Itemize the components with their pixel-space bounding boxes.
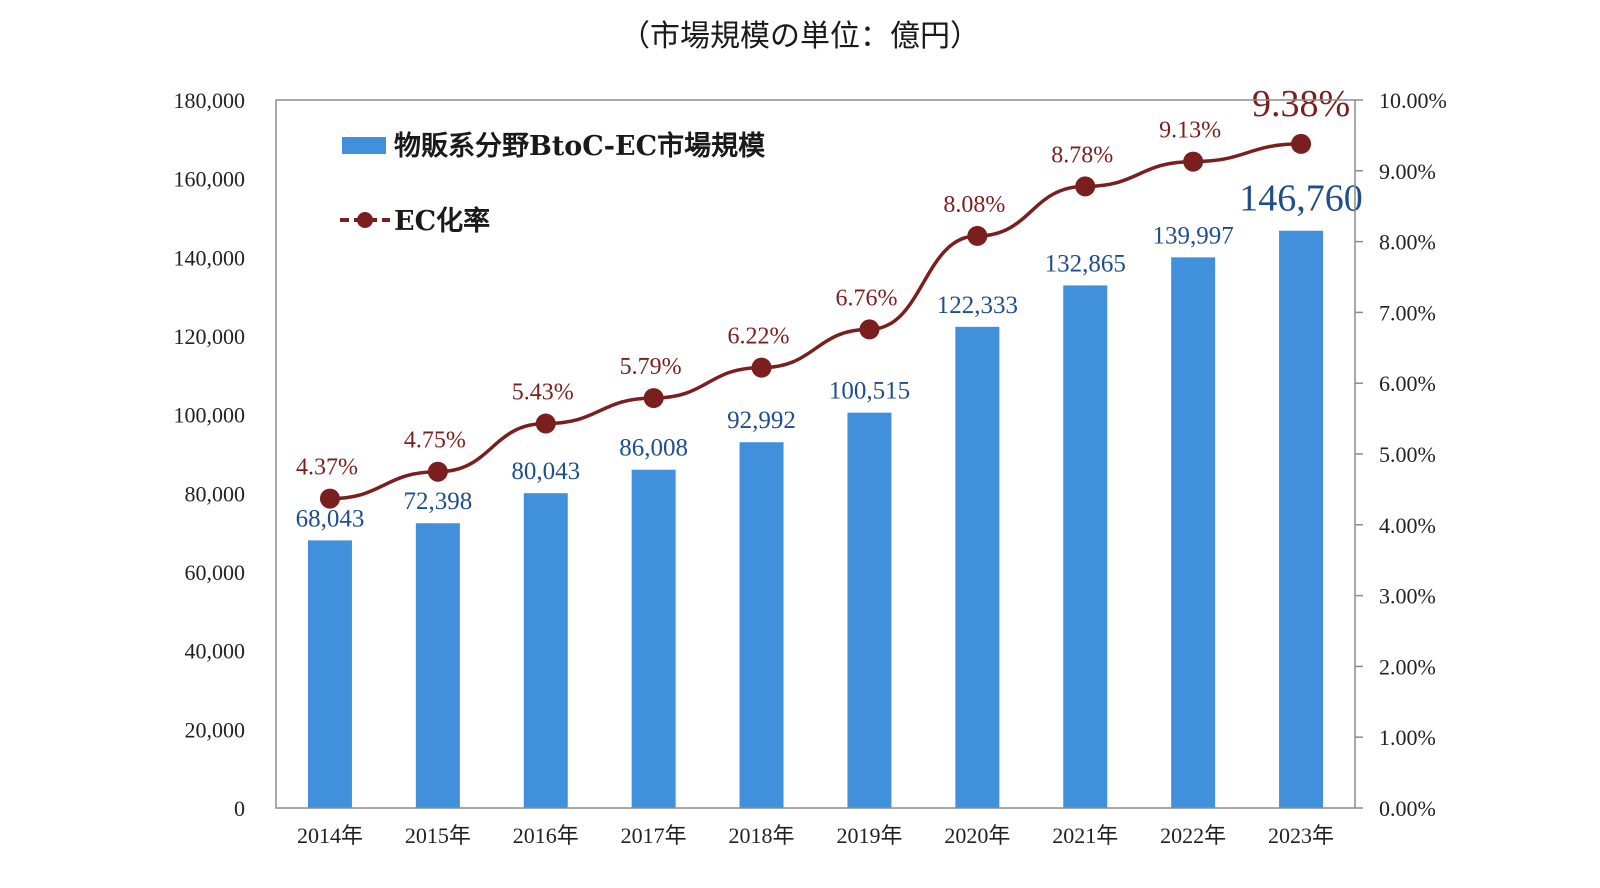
rate-value-label: 9.38% [1252,83,1350,125]
rate-point [1075,176,1096,197]
y-left-tick-label: 140,000 [174,245,246,270]
rate-point [1183,151,1204,172]
rate-value-label: 5.79% [620,354,682,380]
rate-point [319,488,340,509]
rate-point [967,225,988,246]
bar [523,493,568,808]
rate-line [329,142,1302,501]
bar-value-label: 68,043 [296,505,365,532]
y-left-tick-label: 180,000 [174,88,246,113]
y-right-tick-label: 1.00% [1379,725,1436,750]
y-right-tick-label: 0.00% [1379,796,1436,821]
x-tick-label: 2021年 [1052,823,1118,848]
bar [739,442,784,808]
y-right-tick-label: 8.00% [1379,230,1436,255]
rate-value-label: 6.76% [835,285,897,311]
bar [1279,230,1324,808]
bar-value-label: 86,008 [619,435,688,462]
y-left-tick-label: 20,000 [185,717,246,742]
rate-point [751,357,772,378]
y-left-tick-label: 60,000 [185,560,246,585]
bar [1063,285,1108,808]
legend-line-label: EC化率 [394,205,490,237]
unit-title: （市場規模の単位：億円） [620,19,980,54]
bar [631,469,676,808]
bar-value-label: 146,760 [1239,178,1363,220]
x-tick-label: 2018年 [729,823,795,848]
y-right-tick-label: 10.00% [1379,88,1447,113]
rate-value-label: 4.37% [296,455,358,481]
rate-point [535,413,556,434]
rate-value-label: 9.13% [1159,118,1221,144]
y-right-tick-label: 9.00% [1379,159,1436,184]
bar [955,326,1000,808]
rate-point [643,388,664,409]
rate-value-label: 6.22% [728,324,790,350]
rate-value-label: 8.08% [943,192,1005,218]
rate-value-label: 4.75% [404,428,466,454]
y-right-tick-label: 2.00% [1379,654,1436,679]
y-left-tick-label: 120,000 [174,324,246,349]
y-left-tick-label: 40,000 [185,639,246,664]
bar-value-label: 132,865 [1045,250,1126,277]
y-left-tick-label: 160,000 [174,167,246,192]
y-right-tick-label: 6.00% [1379,371,1436,396]
x-tick-label: 2019年 [836,823,902,848]
bar-value-label: 122,333 [937,292,1018,319]
rate-point [1291,133,1312,154]
y-right-tick-label: 4.00% [1379,513,1436,538]
y-left-tick-label: 0 [234,796,245,821]
bar-value-label: 139,997 [1153,222,1234,249]
y-right-tick-label: 7.00% [1379,300,1436,325]
legend-bar-label: 物販系分野BtoC-EC市場規模 [394,130,765,162]
rate-point [859,319,880,340]
rate-point [427,461,448,482]
y-right-tick-label: 3.00% [1379,584,1436,609]
x-tick-label: 2014年 [297,823,363,848]
bar [847,412,892,808]
bar-value-label: 100,515 [829,378,910,405]
x-tick-label: 2023年 [1268,823,1334,848]
bar [415,523,460,808]
x-tick-label: 2020年 [944,823,1010,848]
rate-value-label: 5.43% [512,380,574,406]
bar [1171,257,1216,809]
x-tick-label: 2015年 [405,823,471,848]
x-tick-label: 2022年 [1160,823,1226,848]
bar-value-label: 80,043 [511,458,580,485]
bar-value-label: 72,398 [403,488,472,515]
y-right-tick-label: 5.00% [1379,442,1436,467]
legend-line-marker [357,212,373,228]
legend-bar-swatch [342,137,386,154]
y-left-tick-label: 100,000 [174,403,246,428]
bar-value-label: 92,992 [727,407,796,434]
y-left-tick-label: 80,000 [185,481,246,506]
legend: 物販系分野BtoC-EC市場規模 EC化率 [340,130,765,237]
x-tick-label: 2016年 [513,823,579,848]
x-tick-label: 2017年 [621,823,687,848]
bar [307,540,352,808]
rate-value-label: 8.78% [1051,142,1113,168]
